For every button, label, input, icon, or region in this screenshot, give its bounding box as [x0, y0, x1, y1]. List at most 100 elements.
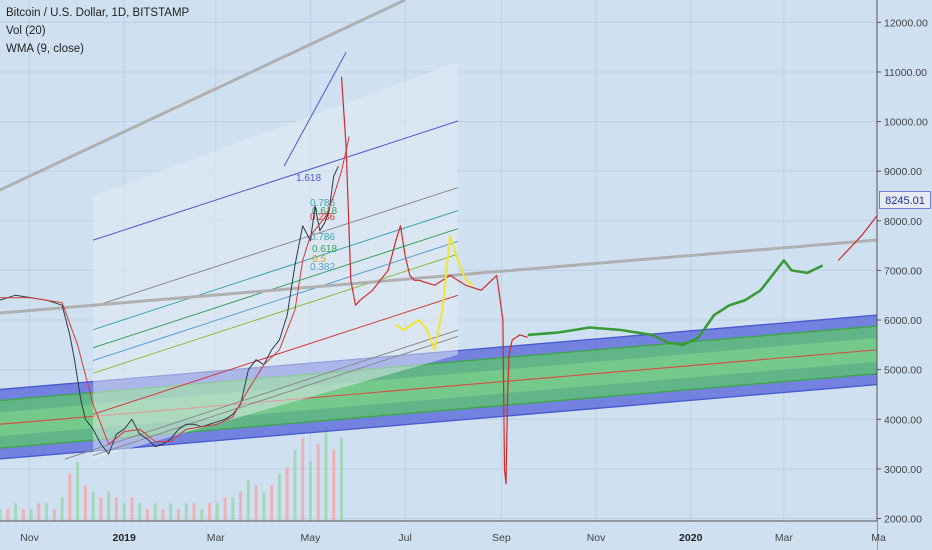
volume-bar: [60, 497, 64, 521]
trendline-upper: [0, 0, 406, 192]
volume-bar: [246, 479, 250, 521]
fib-label: 0.5: [312, 254, 326, 265]
trendline-lower: [0, 238, 878, 315]
volume-bar: [262, 491, 266, 521]
fib-line-5: [92, 253, 459, 374]
fib-label: 0.786: [310, 232, 335, 243]
volume-bar: [192, 503, 196, 521]
volume-bar: [301, 437, 305, 521]
volume-bar: [6, 509, 10, 521]
fib-line-2: [92, 210, 459, 331]
fib-label: 0.618: [312, 206, 337, 217]
x-tick-label: Ma: [871, 532, 886, 544]
volume-bar: [223, 497, 227, 521]
x-tick-label: Jul: [398, 532, 411, 544]
series-lines: [0, 76, 878, 485]
volume-bar: [76, 461, 80, 521]
volume-bar: [83, 485, 87, 521]
fib-line-7: [92, 335, 459, 456]
y-tick-label: 7000.00: [884, 265, 922, 277]
volume-bar: [138, 503, 142, 521]
volume-bar: [153, 503, 157, 521]
y-tick-label: 4000.00: [884, 414, 922, 426]
series-line-0: [0, 165, 339, 455]
last-price-label: 8245.01: [879, 191, 931, 209]
fib-label: 0.382: [310, 262, 335, 273]
volume-bar: [21, 509, 25, 521]
series-line-5: [837, 215, 878, 261]
y-tick-label: 2000.00: [884, 514, 922, 526]
y-tick-label: 12000.00: [884, 17, 928, 29]
volume-bar: [0, 509, 2, 521]
volume-bar: [277, 473, 281, 521]
series-line-4: [527, 259, 824, 347]
y-tick-label: 6000.00: [884, 315, 922, 327]
volume-bar: [231, 497, 235, 521]
volume-bar: [316, 443, 320, 521]
x-tick-label: May: [301, 532, 322, 544]
series-line-1: [0, 136, 350, 445]
fib-label: 0.786: [310, 198, 335, 209]
volume-bar: [37, 503, 41, 521]
y-tick-label: 11000.00: [884, 67, 927, 79]
y-tick-label: 3000.00: [884, 464, 922, 476]
volume-bar: [177, 509, 181, 521]
volume-bar: [91, 491, 95, 521]
volume-bar: [184, 503, 188, 521]
fib-line-3: [92, 228, 459, 349]
volume-bar: [52, 509, 56, 521]
trendlines: [0, 0, 878, 460]
legend-symbol[interactable]: Bitcoin / U.S. Dollar, 1D, BITSTAMP: [6, 7, 190, 19]
x-tick-label: Mar: [207, 532, 226, 544]
y-tick-label: 8000.00: [884, 216, 922, 228]
fib-label: 0.618: [312, 244, 337, 255]
x-tick-label: Nov: [587, 532, 606, 544]
x-axis-panel: [0, 521, 877, 550]
volume-bar: [270, 485, 274, 521]
series-line-3: [395, 234, 474, 351]
volume-bar: [339, 437, 343, 521]
volume-bar: [332, 449, 336, 521]
x-tick-label: Mar: [775, 532, 794, 544]
x-tick-label: Nov: [20, 532, 39, 544]
y-tick-label: 10000.00: [884, 117, 928, 129]
series-line-2: [340, 76, 528, 485]
volume-bar: [215, 503, 219, 521]
volume-bar: [324, 426, 328, 521]
volume-bar: [145, 509, 149, 521]
fib-label: 0.236: [310, 212, 335, 223]
y-axis-panel: [877, 0, 932, 550]
fib-line-1: [92, 187, 459, 308]
fib-line-6: [92, 294, 459, 415]
x-tick-label: Sep: [492, 532, 511, 544]
trendline-base: [65, 329, 459, 460]
volume-bar: [200, 509, 204, 521]
volume-bar: [29, 509, 33, 521]
fib-label: 1.618: [296, 173, 321, 184]
volume-bar: [285, 467, 289, 521]
volume-bar: [68, 473, 72, 521]
volume-bar: [122, 503, 126, 521]
trendline-steep: [283, 51, 347, 167]
volume-bar: [14, 503, 18, 521]
volume-bar: [293, 449, 297, 521]
volume-bar: [169, 503, 173, 521]
legend-volume[interactable]: Vol (20): [6, 25, 46, 37]
legend: Bitcoin / U.S. Dollar, 1D, BITSTAMP Vol …: [6, 4, 189, 58]
volume-bar: [308, 461, 312, 521]
volume-bar: [161, 509, 165, 521]
channel-line-1: [0, 383, 878, 460]
y-tick-label: 9000.00: [884, 166, 922, 178]
volume-bar: [254, 485, 258, 521]
volume-bar: [45, 503, 49, 521]
volume-bar: [208, 503, 212, 521]
volume-bar: [114, 497, 118, 521]
legend-wma[interactable]: WMA (9, close): [6, 43, 84, 55]
volume-bar: [107, 491, 111, 521]
x-tick-label: 2019: [112, 532, 136, 544]
volume-bar: [130, 497, 134, 521]
x-tick-label: 2020: [679, 532, 703, 544]
